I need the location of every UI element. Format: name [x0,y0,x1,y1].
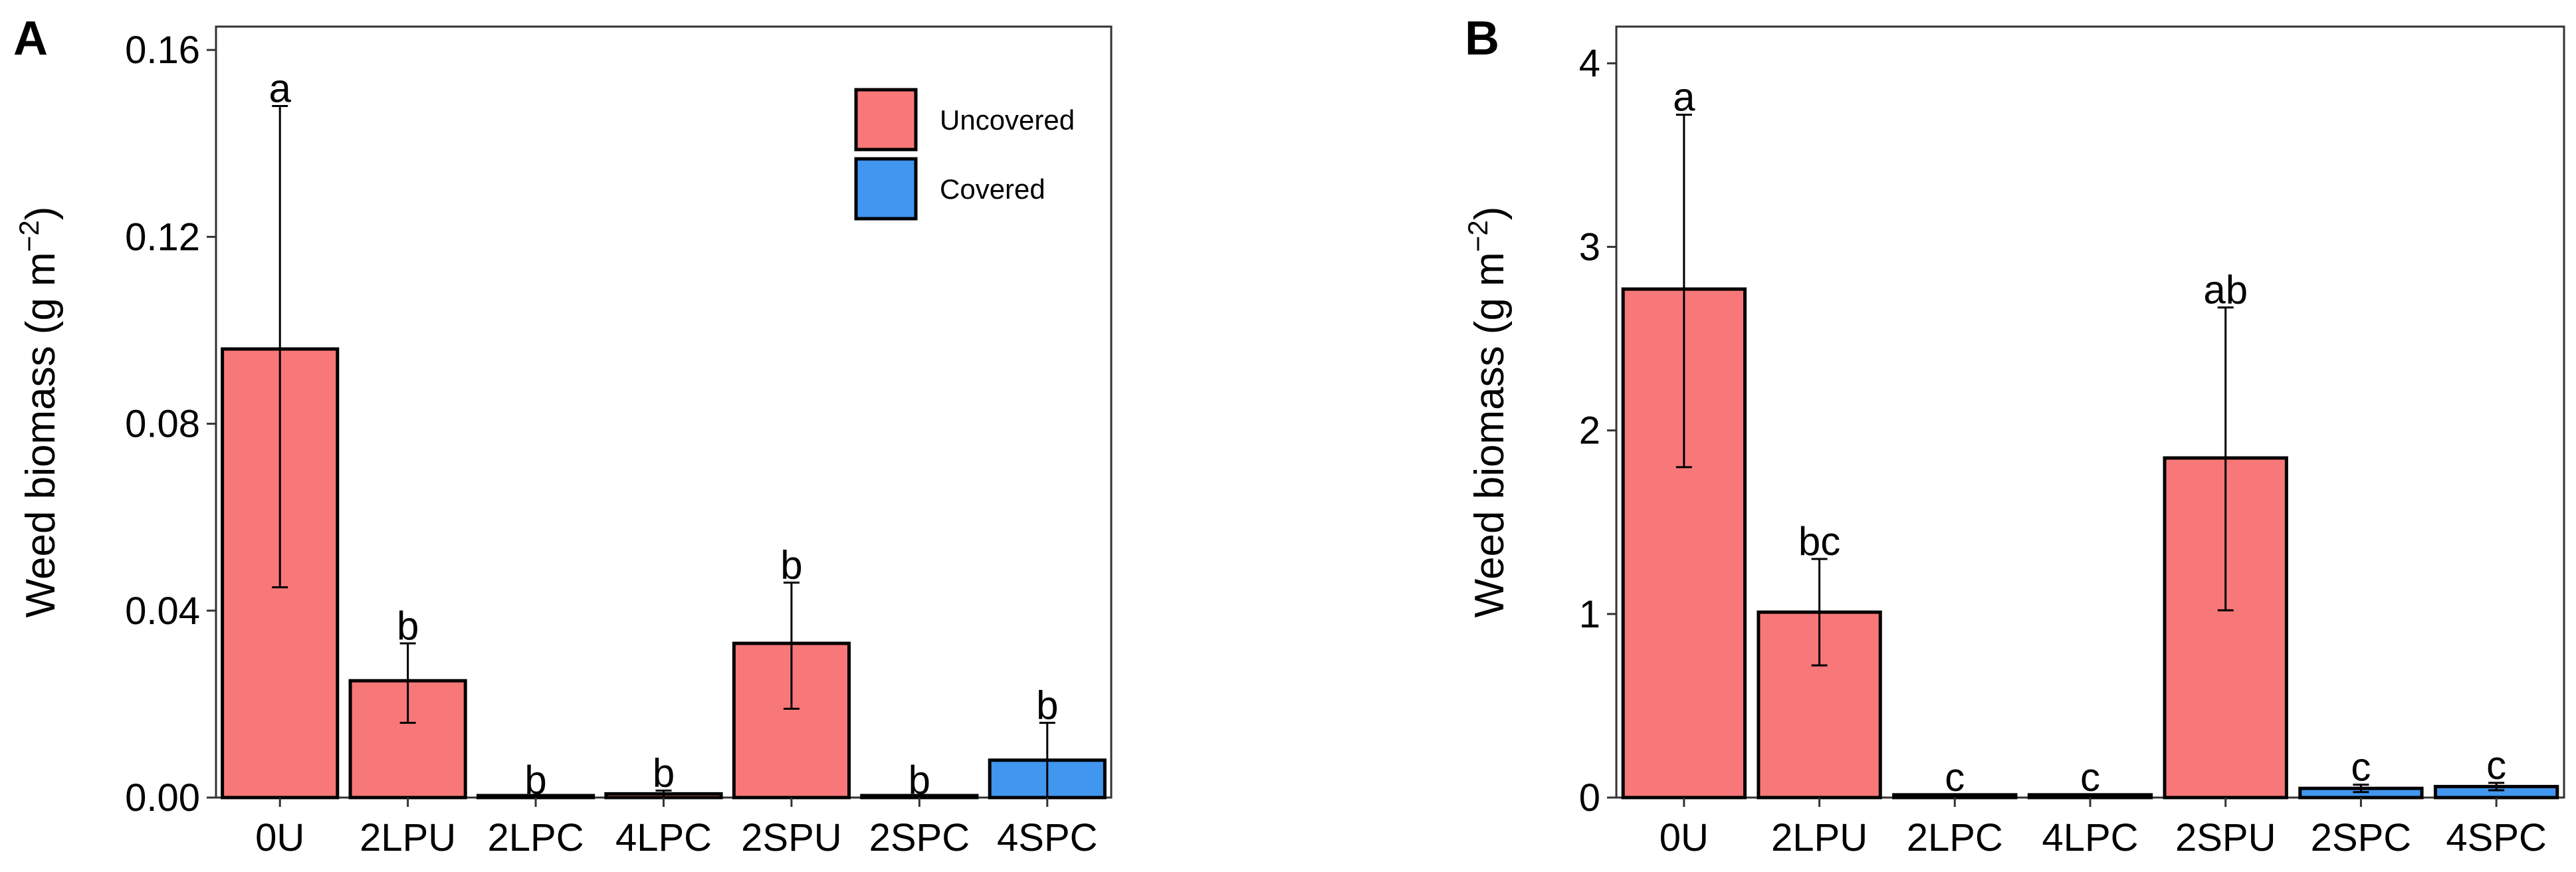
significance-letter: ab [2203,268,2248,312]
y-axis-title: Weed biomass (g m−2) [1462,207,1513,618]
legend-swatch [854,88,918,152]
x-tick-label: 2SPC [869,816,970,859]
legend: Uncovered Covered [854,88,1075,221]
x-tick-label: 4LPC [615,816,712,859]
y-tick-label: 0.12 [125,215,200,259]
y-tick-label: 0.00 [125,776,200,819]
x-tick-label: 2SPC [2311,816,2412,859]
significance-letter: c [2486,743,2506,788]
x-tick-label: 4LPC [2042,816,2138,859]
y-axis-title-main: Weed biomass (g m [1467,252,1513,617]
x-tick-label: 2LPC [488,816,584,859]
legend-label: Uncovered [940,104,1075,136]
y-tick-label: 4 [1579,42,1600,85]
significance-letter: bc [1798,519,1840,564]
y-axis-title-close: ) [18,207,64,221]
x-tick-label: 2SPU [2175,816,2276,859]
y-tick-label: 3 [1579,225,1600,269]
significance-letter: c [2351,745,2371,790]
y-tick-label: 1 [1579,593,1600,636]
significance-letter: c [1945,755,1965,800]
x-tick-label: 0U [255,816,304,859]
significance-letter: a [1673,75,1695,120]
significance-letter: c [2080,755,2100,800]
x-tick-label: 4SPC [997,816,1098,859]
y-axis-title: Weed biomass (g m−2) [13,207,64,618]
significance-letter: b [397,603,419,648]
significance-letter: b [524,758,546,802]
y-tick-label: 0.08 [125,403,200,446]
legend-label: Covered [940,173,1045,205]
y-tick-label: 2 [1579,409,1600,453]
y-axis-title-superscript: −2 [1462,220,1493,252]
significance-letter: b [780,543,802,588]
panel-A: A 0.00 0.04 0.08 0.12 0.16 Weed biomass (g m−2… [13,12,1113,859]
x-tick-label: 2LPU [1771,816,1868,859]
y-axis-title-main: Weed biomass (g m [18,252,64,617]
panel-label: B [1465,12,1499,65]
y-tick-label: 0 [1579,776,1600,819]
x-tick-label: 4SPC [2446,816,2547,859]
y-tick-label: 0.04 [125,590,200,633]
y-tick-label: 0.16 [125,29,200,72]
panel-B: B 0 1 2 3 4 Weed biomass (g m−2) a 0U bc 2LPU c 2LPC… [1462,12,2565,859]
y-axis-title-close: ) [1467,207,1513,221]
legend-swatch [854,157,918,221]
x-tick-label: 2SPU [741,816,842,859]
significance-letter: a [269,66,292,111]
x-tick-label: 0U [1660,816,1709,859]
significance-letter: b [653,750,675,795]
y-axis-title-superscript: −2 [13,220,45,252]
x-tick-label: 2LPU [360,816,456,859]
x-tick-label: 2LPC [1907,816,2003,859]
significance-letter: b [1036,683,1058,728]
significance-letter: b [909,758,930,802]
panel-label: A [13,12,48,65]
